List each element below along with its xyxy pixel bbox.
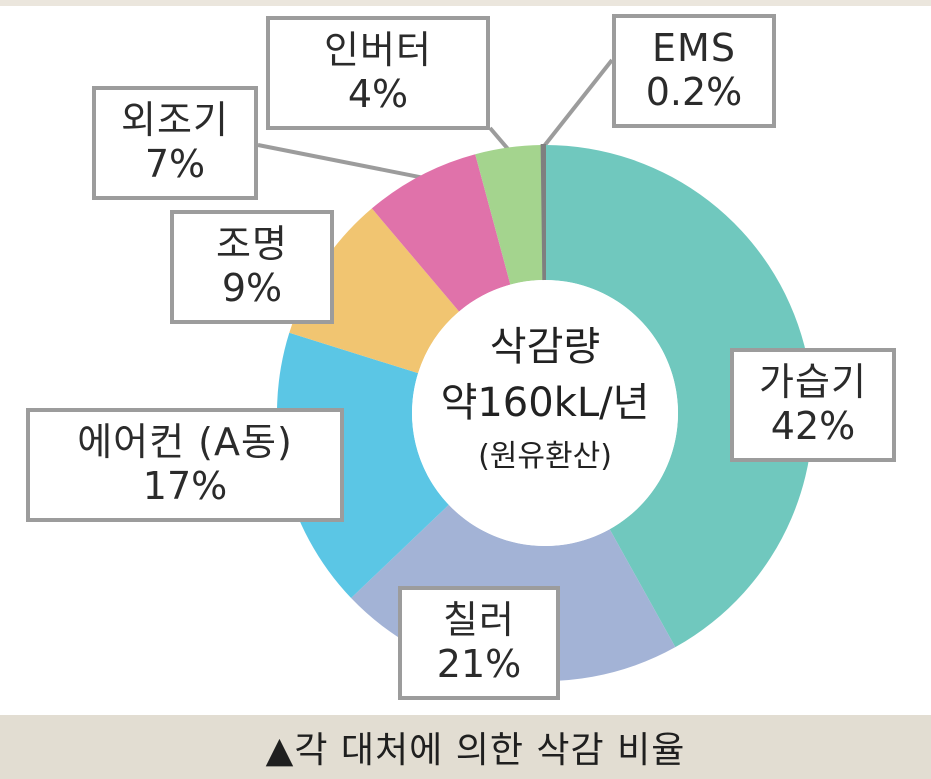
- slice-value-ahu: 7%: [144, 142, 206, 186]
- slice-lighting: [289, 208, 460, 374]
- callout-ems: EMS 0.2%: [612, 14, 776, 128]
- callout-inverter: 인버터 4%: [266, 16, 490, 130]
- leader-line-inverter: [488, 126, 510, 151]
- slice-inverter: [475, 145, 544, 285]
- slice-label-aircon: 에어컨 (A동): [77, 420, 293, 465]
- donut-center-text: 삭감량 약160kL/년 (원유환산): [400, 320, 690, 482]
- center-value: 약160kL/년: [440, 380, 650, 426]
- leader-line-ems: [541, 58, 614, 149]
- donut-slices: [277, 143, 813, 681]
- slice-gaseupgi: [545, 145, 813, 648]
- slice-label-lighting: 조명: [216, 222, 288, 267]
- slice-label-ahu: 외조기: [121, 98, 229, 143]
- donut-hole: [412, 280, 678, 546]
- slice-value-aircon: 17%: [142, 464, 228, 508]
- slice-label-ems: EMS: [652, 26, 736, 71]
- caption-bar: ▲각 대처에 의한 삭감 비율: [0, 715, 931, 779]
- slice-ahu: [371, 154, 511, 312]
- figure-caption: ▲각 대처에 의한 삭감 비율: [265, 730, 686, 771]
- slice-value-ems: 0.2%: [645, 70, 743, 114]
- callout-ahu: 외조기 7%: [92, 86, 258, 200]
- callout-chiller: 칠러 21%: [398, 586, 560, 700]
- slice-label-chiller: 칠러: [443, 598, 515, 643]
- slice-value-inverter: 4%: [347, 72, 409, 116]
- slice-value-chiller: 21%: [436, 642, 522, 686]
- center-title: 삭감량: [489, 324, 601, 370]
- donut-chart: [257, 58, 813, 681]
- leader-lines: [257, 58, 614, 180]
- center-note: (원유환산): [478, 439, 612, 474]
- callout-aircon: 에어컨 (A동) 17%: [26, 408, 344, 522]
- slice-value-lighting: 9%: [221, 266, 283, 310]
- slice-label-gaseupgi: 가습기: [759, 360, 867, 405]
- top-band: [0, 0, 931, 6]
- slice-value-gaseupgi: 42%: [770, 404, 856, 448]
- callout-lighting: 조명 9%: [170, 210, 334, 324]
- callout-gaseupgi: 가습기 42%: [730, 348, 896, 462]
- slice-ems: [540, 143, 546, 282]
- slice-aircon: [277, 332, 449, 598]
- leader-line-ahu: [257, 143, 422, 180]
- slice-label-inverter: 인버터: [324, 28, 432, 73]
